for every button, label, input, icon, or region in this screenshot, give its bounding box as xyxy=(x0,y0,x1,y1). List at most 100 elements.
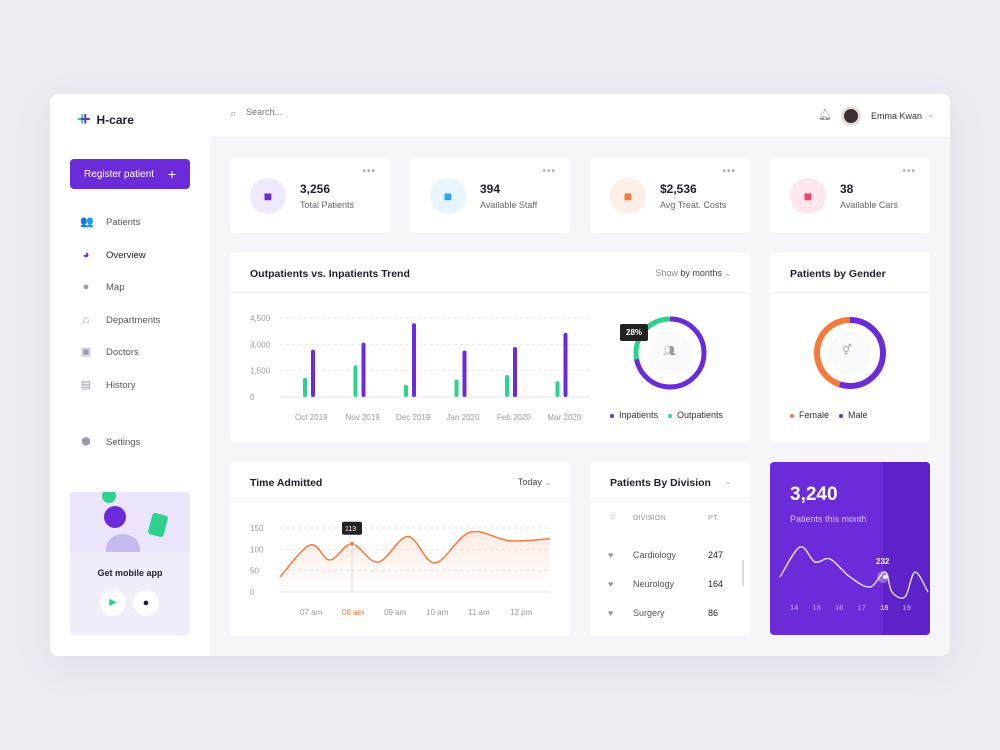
doctor-icon: ▣ xyxy=(80,346,92,358)
bar-inpatients xyxy=(361,342,366,397)
highlight-point xyxy=(883,575,887,579)
users-icon: 👥 xyxy=(80,216,94,228)
donut-outpatients xyxy=(633,316,707,390)
gear-icon: ⬢ xyxy=(81,436,91,448)
donut-center xyxy=(648,331,692,375)
bar-chart: 0 1,500 3,000 4,500 Oct 2019 Nov 2019 Dec 2019… xyxy=(250,314,590,422)
trend-card: Outpatients vs. Inpatients Trend Show by… xyxy=(230,253,750,442)
app-store-button[interactable]: ● xyxy=(133,590,159,616)
sidebar-item-doctors[interactable]: ▣ Doctors xyxy=(80,346,139,358)
inpatient-donut xyxy=(633,316,707,390)
sidebar-item-history[interactable]: ▤ History xyxy=(80,379,136,391)
y-tick-label: 1,500 xyxy=(250,367,271,376)
legend-outpatients: Outpatients xyxy=(668,410,723,420)
logo-cross-icon: + xyxy=(80,109,91,129)
y-tick-label: 150 xyxy=(250,524,264,533)
legend-female: Female xyxy=(790,410,829,420)
avatar[interactable] xyxy=(841,106,861,126)
chevron-down-icon[interactable]: ⌄ xyxy=(724,476,732,486)
group-icon: 👥︎ xyxy=(663,346,676,357)
list-item[interactable]: ♥ Neurology 164 xyxy=(608,579,724,589)
logo[interactable]: + H-care xyxy=(80,109,134,129)
y-tick-label: 0 xyxy=(250,588,255,597)
chevron-down-icon[interactable]: ⌄ xyxy=(927,110,934,119)
google-play-button[interactable]: ▶ xyxy=(100,590,126,616)
sidebar: + H-care Register patient + 👥 Patients ◕ Ove… xyxy=(50,94,210,656)
tooltip xyxy=(342,521,362,535)
gender-card: Patients by Gender ⚥ Female Male xyxy=(770,253,930,442)
y-tick-label: 50 xyxy=(250,567,259,576)
donut-tooltip: 28% xyxy=(620,324,649,341)
y-tick-label: 3,000 xyxy=(250,340,271,349)
more-icon[interactable]: ••• xyxy=(722,166,736,177)
play-store-icon: ▶ xyxy=(109,597,117,608)
x-tick-label: Dec 2019 xyxy=(396,413,431,422)
x-tick-label: 10 am xyxy=(426,608,449,617)
search-icon: ⌕ xyxy=(230,108,237,120)
stat-card: ■ $2,536 Avg Treat. Costs ••• xyxy=(590,158,750,233)
history-icon: ▤ xyxy=(80,379,92,391)
x-tick-label: 11 am xyxy=(468,608,490,617)
bar-outpatients xyxy=(303,377,307,397)
list-item[interactable]: ♥ Cardiology 247 xyxy=(608,550,724,560)
bar-outpatients xyxy=(404,384,408,397)
x-tick-label: Feb 2020 xyxy=(497,413,531,422)
highlight-point xyxy=(349,540,355,547)
x-tick-label: 09 am xyxy=(384,608,407,617)
line-series xyxy=(279,530,551,578)
pie-chart-icon: ◕ xyxy=(82,249,90,261)
month-series xyxy=(779,546,929,599)
x-tick-label: 18 xyxy=(880,603,888,612)
search-input[interactable] xyxy=(246,107,446,117)
trend-title: Outpatients vs. Inpatients Trend xyxy=(250,268,410,280)
bar-inpatients xyxy=(513,346,517,397)
more-icon[interactable]: ••• xyxy=(542,166,556,177)
x-tick-label: Oct 2019 xyxy=(295,413,328,422)
tooltip-value: 113 xyxy=(345,526,356,533)
legend-male: Male xyxy=(839,410,868,420)
period-select[interactable]: Show by months ⌄ xyxy=(655,268,732,278)
map-pin-icon: ● xyxy=(82,281,90,293)
x-tick-label: Jan 2020 xyxy=(447,413,480,422)
bed-icon: ■ xyxy=(250,178,286,214)
x-tick-label: 07 am xyxy=(300,608,323,617)
register-patient-button[interactable]: Register patient + xyxy=(70,159,190,189)
home-icon: ⌂ xyxy=(82,314,90,326)
period-select[interactable]: Today ⌄ xyxy=(517,477,552,487)
x-tick-label: 14 xyxy=(790,603,798,612)
bell-icon[interactable]: 🔔︎ xyxy=(818,109,832,121)
scrollbar[interactable] xyxy=(742,560,744,586)
chevron-down-icon: ⌄ xyxy=(544,477,552,487)
month-value: 3,240 xyxy=(790,484,838,505)
bar-inpatients xyxy=(311,349,315,397)
sidebar-item-patients[interactable]: 👥 Patients xyxy=(80,216,141,228)
bar-inpatients xyxy=(462,350,467,397)
sidebar-item-overview[interactable]: ◕ Overview xyxy=(80,249,146,261)
gender-donut xyxy=(814,317,886,389)
sidebar-item-departments[interactable]: ⌂ Departments xyxy=(80,314,161,326)
bar-outpatients xyxy=(454,379,459,397)
legend-inpatients: Inpatients xyxy=(610,410,658,420)
ambulance-icon: ■ xyxy=(790,178,826,214)
time-admitted-card: Time Admitted Today ⌄ 0 50 100 150 113 07 am 0… xyxy=(230,462,570,635)
sidebar-item-settings[interactable]: ⬢ Settings xyxy=(81,436,141,448)
x-tick-label: 19 xyxy=(903,603,911,612)
staff-icon: ■ xyxy=(430,178,466,214)
more-icon[interactable]: ••• xyxy=(362,166,376,177)
x-tick-label: Nov 2019 xyxy=(346,413,381,422)
plus-icon: + xyxy=(167,166,176,182)
trend-legend: Inpatients Outpatients xyxy=(610,410,723,420)
stat-card: ■ 394 Available Staff ••• xyxy=(410,158,570,233)
x-tick-label: 16 xyxy=(835,603,843,612)
bar-outpatients xyxy=(555,381,560,397)
stat-card: ■ 38 Available Cars ••• xyxy=(770,158,930,233)
bar-outpatients xyxy=(505,375,509,397)
user-name[interactable]: Emma Kwan xyxy=(871,111,923,121)
y-tick-label: 0 xyxy=(250,393,255,402)
stat-card: ■ 3,256 Total Patients ••• xyxy=(230,158,390,233)
app-window: + H-care Register patient + 👥 Patients ◕ Ove… xyxy=(50,94,950,656)
sidebar-item-map[interactable]: ● Map xyxy=(80,281,125,293)
list-item[interactable]: ♥ Surgery 86 xyxy=(608,608,719,618)
x-tick-label: Mar 2020 xyxy=(548,413,582,422)
more-icon[interactable]: ••• xyxy=(902,166,916,177)
